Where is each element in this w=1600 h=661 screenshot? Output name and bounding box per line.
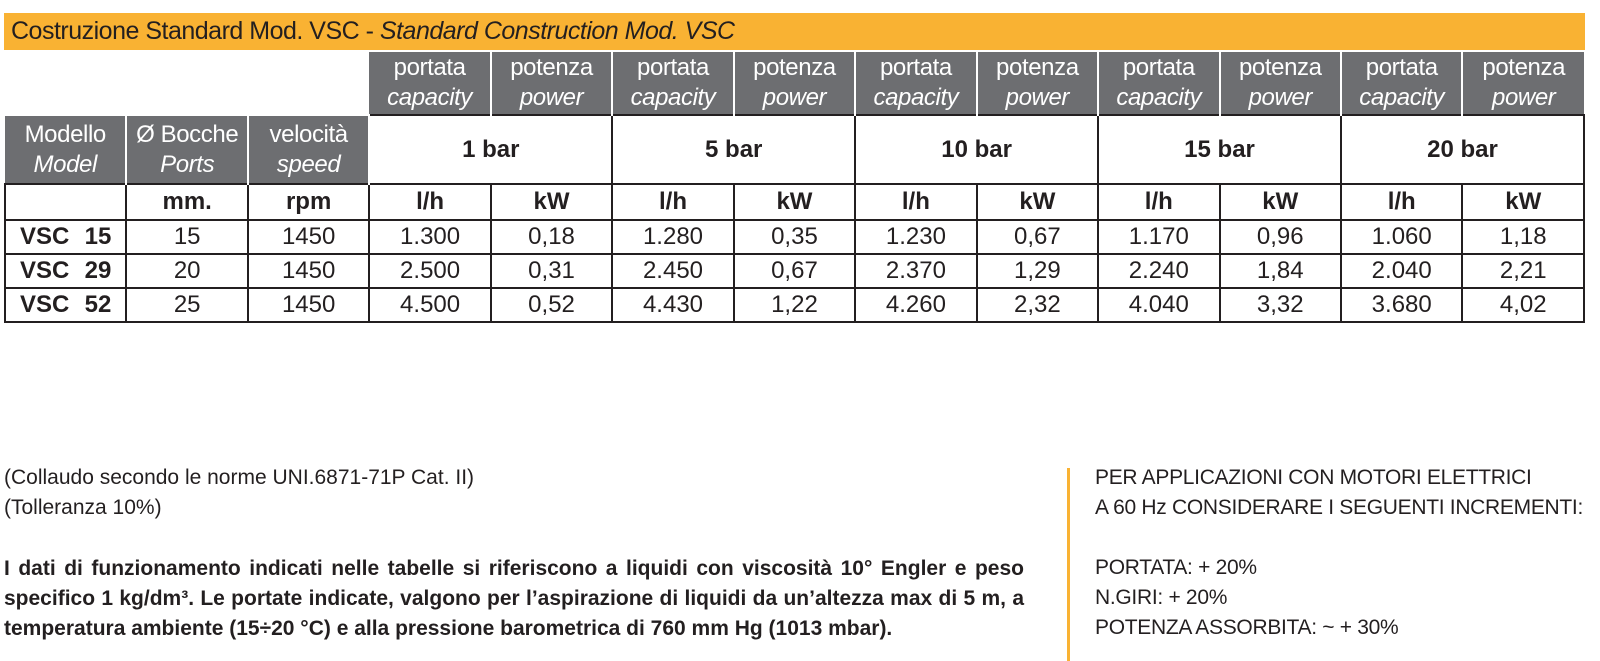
model-cell: VSC 29 — [3, 253, 128, 289]
value-cell: 2.500 — [368, 253, 492, 289]
speed-header: velocità speed — [247, 114, 371, 184]
side-note-line-1: PER APPLICAZIONI CON MOTORI ELETTRICI — [1095, 466, 1532, 489]
value-cell: 0,52 — [489, 287, 614, 323]
pressure-10-bar: 10 bar — [854, 114, 1100, 185]
power-header: potenza power — [1461, 52, 1584, 115]
value-cell: 1,84 — [1218, 253, 1342, 289]
ports-cell: 25 — [125, 287, 249, 323]
value-cell: 1.280 — [611, 219, 735, 255]
ports-header: Ø Bocche Ports — [126, 114, 249, 184]
value-cell: 2.040 — [1339, 253, 1464, 289]
value-cell: 4,02 — [1461, 287, 1585, 323]
value-cell: 2,32 — [975, 287, 1100, 323]
value-cell: 1,18 — [1461, 219, 1585, 255]
test-notes: (Collaudo secondo le norme UNI.6871-71P … — [4, 463, 1024, 644]
table-row: VSC 29 20 1450 2.500 0,31 2.450 0,67 2.37… — [3, 253, 1585, 289]
capacity-header: portata capacity — [611, 52, 734, 115]
title-english: Standard Construction Mod. VSC — [379, 17, 735, 45]
value-cell: 1.230 — [854, 219, 978, 255]
power-increment: POTENZA ASSORBITA: ~ + 30% — [1095, 616, 1399, 639]
value-cell: 4.430 — [611, 287, 735, 323]
power-header: potenza power — [975, 52, 1099, 115]
value-cell: 4.500 — [368, 287, 492, 323]
speed-cell: 1450 — [246, 253, 371, 289]
speed-cell: 1450 — [246, 287, 371, 323]
units-row: mm. rpm l/h kW l/h kW l/h kW l/h kW l/h … — [3, 183, 1585, 221]
value-cell: 0,31 — [489, 253, 614, 289]
unit-power: kW — [1218, 183, 1342, 221]
value-cell: 2.370 — [854, 253, 978, 289]
value-cell: 0,67 — [732, 253, 857, 289]
capacity-header: portata capacity — [1339, 52, 1463, 115]
model-header: Modello Model — [5, 114, 128, 184]
value-cell: 0,18 — [489, 219, 614, 255]
divider — [1067, 468, 1070, 661]
60hz-increments-note: PER APPLICAZIONI CON MOTORI ELETTRICI A … — [1095, 463, 1583, 643]
capacity-header: portata capacity — [1097, 52, 1220, 115]
unit-capacity: l/h — [1097, 183, 1221, 221]
ports-cell: 20 — [125, 253, 249, 289]
unit-capacity: l/h — [854, 183, 978, 221]
pressure-header-row: Modello Model Ø Bocche Ports velocità speed… — [5, 114, 1586, 185]
unit-speed: rpm — [246, 183, 371, 221]
pressure-20-bar: 20 bar — [1339, 114, 1586, 185]
power-header: potenza power — [489, 52, 613, 115]
specification-table: portata capacity potenza power portata capa… — [3, 52, 1586, 323]
unit-capacity: l/h — [368, 183, 492, 221]
value-cell: 0,35 — [732, 219, 857, 255]
table-row: VSC 15 15 1450 1.300 0,18 1.280 0,35 1.23… — [3, 219, 1585, 255]
pressure-15-bar: 15 bar — [1097, 114, 1342, 185]
table-title-bar: Costruzione Standard Mod. VSC - Standard… — [4, 13, 1585, 50]
value-cell: 2,21 — [1461, 253, 1585, 289]
operating-data-paragraph: I dati di funzionamento indicati nelle t… — [4, 557, 1024, 640]
side-note-line-2: A 60 Hz CONSIDERARE I SEGUENTI INCREMENT… — [1095, 496, 1583, 519]
unit-capacity: l/h — [1339, 183, 1464, 221]
capacity-power-header-row: portata capacity potenza power portata capa… — [5, 52, 1584, 115]
power-header: potenza power — [732, 52, 856, 115]
value-cell: 1.300 — [368, 219, 492, 255]
value-cell: 1.060 — [1339, 219, 1464, 255]
title-italian: Costruzione Standard Mod. VSC - — [11, 17, 374, 45]
ports-cell: 15 — [125, 219, 249, 255]
unit-power: kW — [732, 183, 857, 221]
power-header: potenza power — [1218, 52, 1341, 115]
unit-power: kW — [975, 183, 1100, 221]
value-cell: 3.680 — [1339, 287, 1464, 323]
model-cell: VSC 15 — [3, 219, 128, 255]
value-cell: 0,67 — [975, 219, 1100, 255]
value-cell: 2.450 — [611, 253, 735, 289]
value-cell: 1,29 — [975, 253, 1100, 289]
value-cell: 1,22 — [732, 287, 857, 323]
capacity-header: portata capacity — [854, 52, 977, 115]
unit-ports: mm. — [125, 183, 249, 221]
unit-power: kW — [1461, 183, 1585, 221]
speed-cell: 1450 — [246, 219, 371, 255]
value-cell: 4.040 — [1097, 287, 1221, 323]
unit-power: kW — [489, 183, 614, 221]
capacity-header: portata capacity — [369, 52, 491, 115]
table-row: VSC 52 25 1450 4.500 0,52 4.430 1,22 4.26… — [3, 287, 1585, 323]
unit-capacity: l/h — [611, 183, 735, 221]
value-cell: 1.170 — [1097, 219, 1221, 255]
rpm-increment: N.GIRI: + 20% — [1095, 586, 1228, 609]
test-standard-note: (Collaudo secondo le norme UNI.6871-71P … — [4, 466, 475, 489]
value-cell: 0,96 — [1218, 219, 1342, 255]
value-cell: 2.240 — [1097, 253, 1221, 289]
pressure-5-bar: 5 bar — [611, 114, 857, 185]
pressure-1-bar: 1 bar — [368, 114, 614, 185]
value-cell: 4.260 — [854, 287, 978, 323]
value-cell: 3,32 — [1218, 287, 1342, 323]
capacity-increment: PORTATA: + 20% — [1095, 556, 1257, 579]
model-cell: VSC 52 — [3, 287, 128, 323]
tolerance-note: (Tolleranza 10%) — [4, 496, 162, 519]
